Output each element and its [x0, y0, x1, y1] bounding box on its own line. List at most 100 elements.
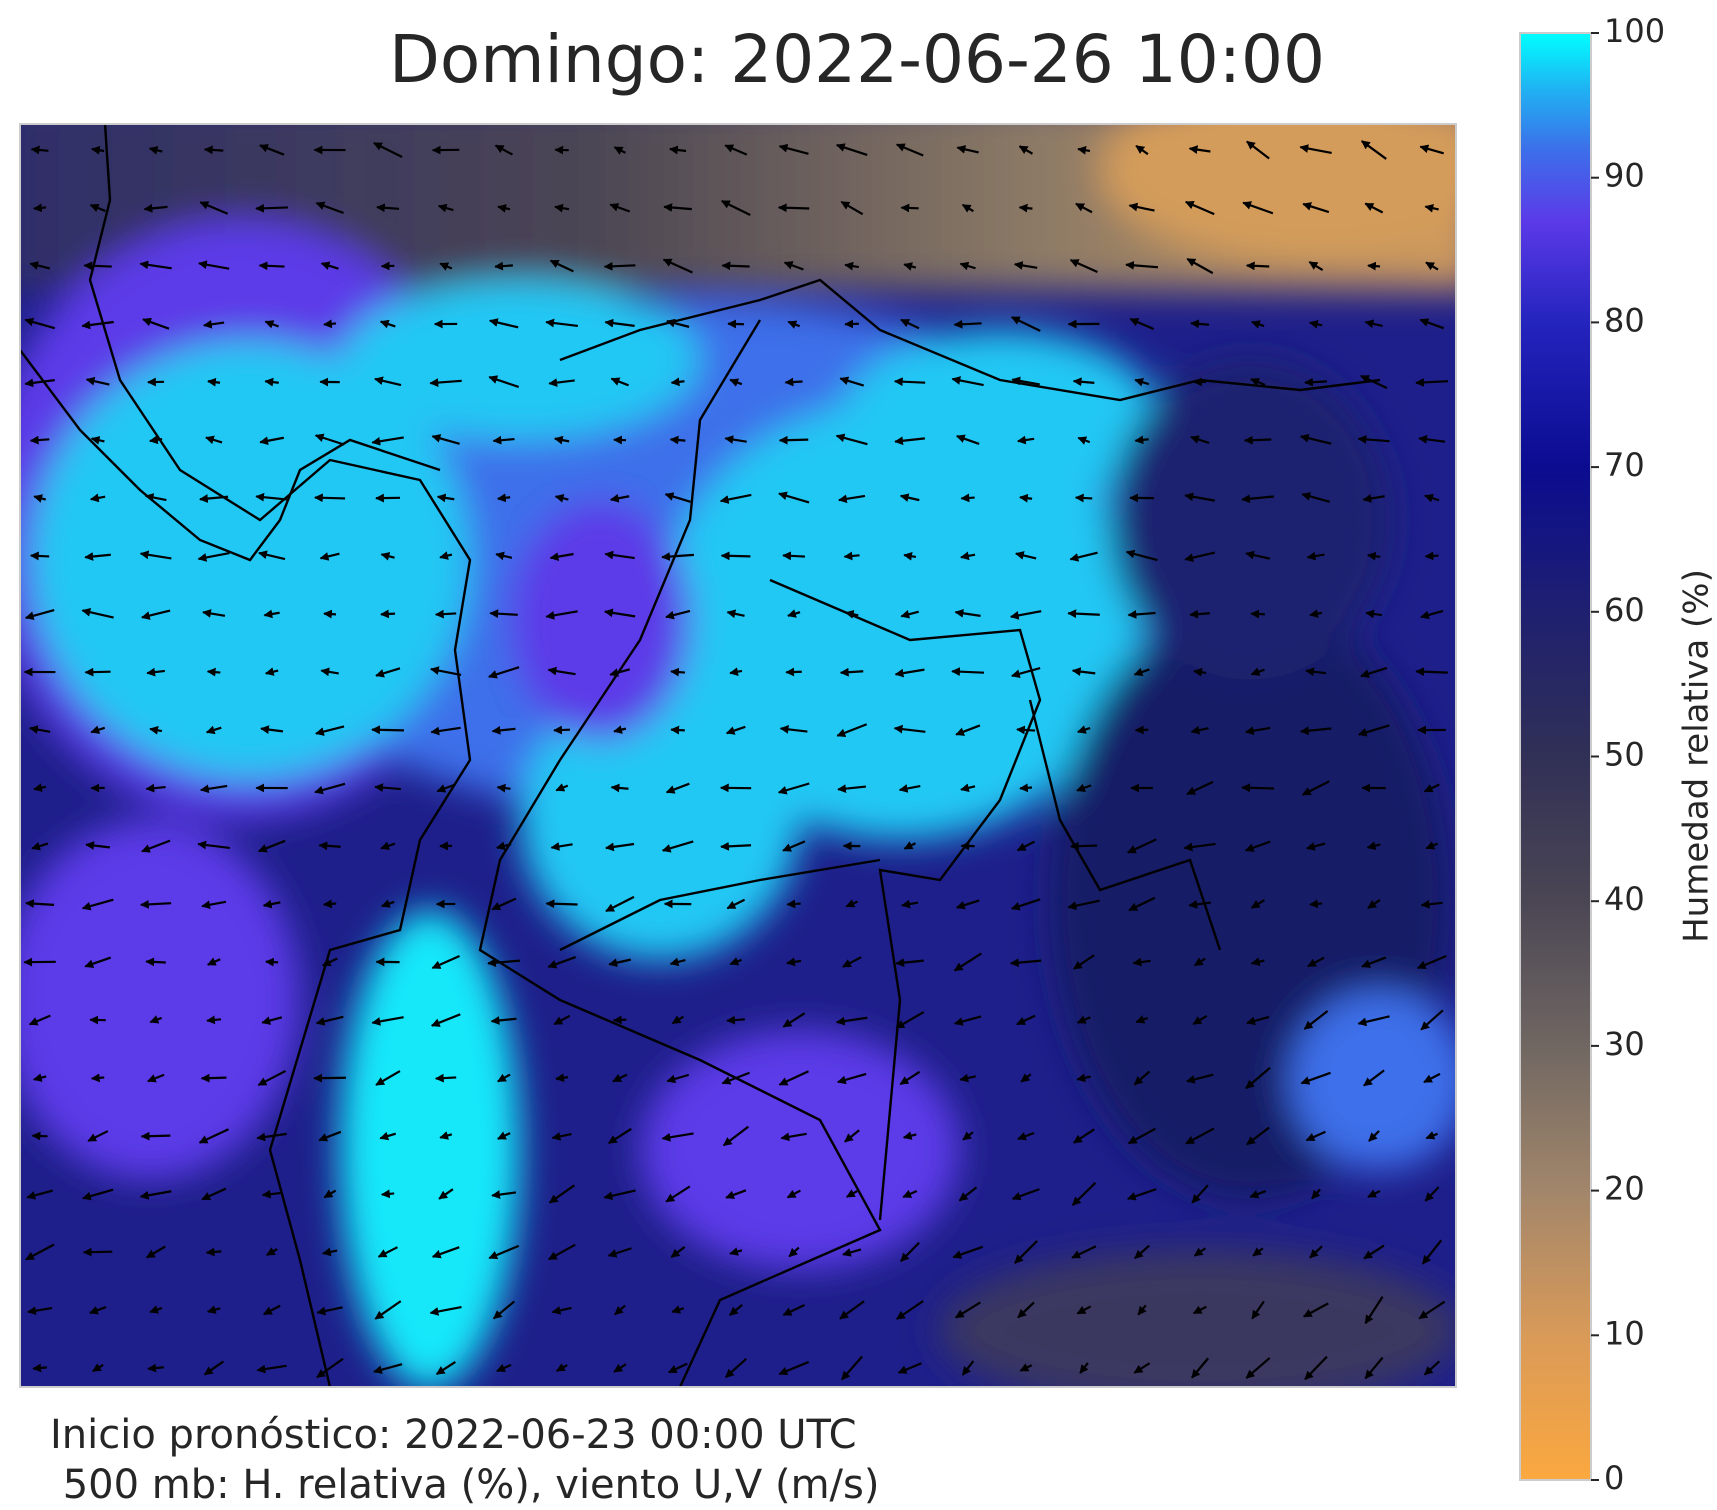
wind-arrow [1420, 1009, 1444, 1031]
wind-arrow [844, 1129, 860, 1143]
wind-arrow [726, 1015, 745, 1025]
wind-arrow [609, 493, 630, 503]
wind-arrow [788, 1246, 800, 1258]
wind-arrow [377, 1246, 398, 1258]
wind-arrow [663, 203, 692, 212]
wind-arrow [148, 146, 163, 155]
wind-arrow [1184, 492, 1215, 502]
wind-arrow [1250, 667, 1265, 676]
wind-arrow [373, 1363, 403, 1374]
wind-arrow [1069, 841, 1098, 851]
wind-arrow [91, 145, 105, 155]
wind-arrow [960, 783, 976, 793]
wind-arrow [724, 435, 747, 444]
wind-arrow [1304, 377, 1328, 387]
wind-arrow [729, 1303, 743, 1317]
wind-arrow [1244, 840, 1271, 852]
wind-arrow [1018, 145, 1034, 155]
wind-arrow [1251, 1300, 1265, 1320]
wind-arrow [553, 435, 570, 445]
wind-arrow [960, 551, 976, 561]
wind-arrow [1019, 493, 1033, 503]
wind-arrow [902, 1131, 917, 1140]
wind-arrow [1127, 838, 1157, 854]
wind-arrow [315, 725, 345, 736]
wind-arrow [207, 377, 221, 387]
wind-arrow [1357, 724, 1390, 737]
wind-arrow [495, 551, 513, 561]
wind-arrow [380, 552, 395, 561]
wind-arrow [1309, 1245, 1323, 1259]
wind-arrow [548, 1184, 575, 1204]
wind-arrow [1303, 1010, 1329, 1030]
wind-arrow [607, 1127, 632, 1145]
wind-arrow [139, 900, 172, 909]
wind-arrow [895, 1011, 925, 1029]
wind-arrow [661, 840, 694, 853]
wind-arrow [961, 203, 974, 213]
wind-arrow [1357, 435, 1390, 444]
wind-arrow [609, 668, 631, 677]
wind-arrow [323, 319, 337, 329]
wind-arrow [1419, 318, 1445, 330]
colorbar-tick-label: 90 [1604, 157, 1645, 195]
wind-arrow [719, 493, 752, 504]
wind-arrow [493, 1300, 515, 1320]
wind-arrow [1425, 261, 1439, 271]
wind-arrow [613, 725, 627, 734]
wind-arrow [1186, 780, 1214, 796]
colorbar-tick-label: 40 [1604, 880, 1645, 918]
colorbar-tick-label: 20 [1604, 1170, 1645, 1208]
wind-arrow [720, 841, 752, 851]
wind-arrow [900, 318, 920, 330]
wind-arrow [836, 723, 868, 737]
wind-arrow [374, 376, 402, 387]
wind-arrow [786, 1189, 801, 1199]
wind-arrow [24, 609, 55, 621]
wind-arrow [1192, 1305, 1207, 1315]
wind-arrow [206, 1305, 221, 1314]
wind-arrow [82, 1188, 114, 1201]
wind-arrow [951, 376, 984, 387]
wind-arrow [436, 783, 456, 793]
wind-arrow [143, 203, 168, 213]
wind-arrow [554, 494, 569, 503]
wind-arrow [31, 1131, 48, 1141]
wind-arrow [839, 667, 864, 677]
wind-arrow [197, 840, 230, 850]
colorbar-tick-label: 70 [1604, 446, 1645, 484]
wind-arrow [264, 320, 279, 329]
wind-arrow [835, 1016, 868, 1026]
wind-arrow [320, 261, 339, 270]
wind-arrow [434, 1073, 457, 1083]
wind-arrow [1415, 667, 1448, 677]
wind-arrow [1069, 551, 1098, 562]
wind-arrow [33, 203, 47, 213]
wind-arrow [1184, 551, 1216, 562]
wind-arrows [23, 140, 1449, 1381]
wind-arrow [1366, 841, 1381, 850]
wind-arrow [951, 667, 985, 677]
wind-arrow [266, 1247, 278, 1256]
wind-arrow [898, 784, 921, 793]
wind-arrow [844, 610, 859, 619]
wind-arrow [29, 435, 50, 445]
wind-arrow [555, 1073, 569, 1083]
wind-arrow [671, 1015, 684, 1025]
wind-arrow [89, 493, 106, 503]
wind-arrow [1366, 551, 1381, 561]
wind-arrow [1185, 1073, 1214, 1084]
wind-arrow [549, 552, 574, 561]
wind-arrow [1074, 493, 1093, 503]
wind-arrow [1125, 549, 1158, 562]
borders [20, 124, 1381, 1387]
wind-arrow [1009, 610, 1042, 620]
wind-arrow [85, 376, 110, 386]
wind-arrow [603, 261, 636, 271]
wind-arrow [380, 899, 395, 908]
colorbar-scale [1519, 32, 1592, 1481]
wind-arrow [669, 957, 686, 967]
wind-arrow [29, 725, 51, 734]
wind-arrow [257, 1069, 287, 1087]
wind-arrow [607, 1247, 632, 1258]
